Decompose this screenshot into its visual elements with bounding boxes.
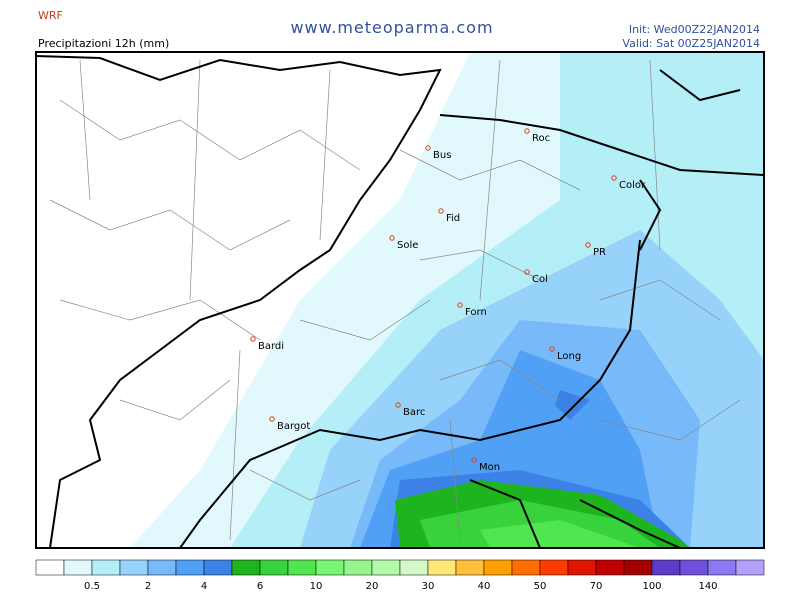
colorbar-label: 70 [590, 581, 603, 592]
colorbar-label: 0.5 [84, 581, 100, 592]
init: Init: Wed00Z22JAN2014 [629, 23, 760, 36]
place-label: Mon [479, 462, 500, 473]
colorbar-label: 10 [310, 581, 323, 592]
place-dot [425, 145, 431, 151]
colorbar-label: 50 [534, 581, 547, 592]
color-swatch [259, 559, 289, 576]
place-label: Bargot [277, 421, 310, 432]
color-swatch [539, 559, 569, 576]
place-dot [524, 269, 530, 275]
field: Precipitazioni 12h (mm) [38, 37, 169, 50]
color-swatch [623, 559, 653, 576]
colorbar-label: 100 [642, 581, 661, 592]
place-label: Barc [403, 407, 425, 418]
colorbar-label: 140 [698, 581, 717, 592]
color-swatch [511, 559, 541, 576]
color-swatch [91, 559, 121, 576]
color-swatch [315, 559, 345, 576]
color-swatch [679, 559, 709, 576]
place-label: Forn [465, 307, 487, 318]
place-dot [549, 346, 555, 352]
colorbar-label: 4 [201, 581, 207, 592]
place-dot [457, 302, 463, 308]
place-dot [395, 402, 401, 408]
place-label: Fid [446, 213, 460, 224]
place-label: Bardi [258, 341, 284, 352]
color-swatch [175, 559, 205, 576]
colorbar-label: 30 [422, 581, 435, 592]
color-swatch [203, 559, 233, 576]
place-label: Col [532, 274, 548, 285]
places: Roc Bus Color Fid PR Sole Col Forn Bardi Long Barc… [250, 128, 646, 473]
color-swatch [399, 559, 429, 576]
place-dot [524, 128, 530, 134]
place-dot [471, 457, 477, 463]
color-swatch [119, 559, 149, 576]
color-swatch [707, 559, 737, 576]
color-swatch [567, 559, 597, 576]
color-swatch [483, 559, 513, 576]
colorbar-label: 6 [257, 581, 263, 592]
colorbar-label: 40 [478, 581, 491, 592]
place-dot [585, 242, 591, 248]
color-swatch [231, 559, 261, 576]
place-dot [438, 208, 444, 214]
model: WRF [38, 9, 63, 22]
place-label: Bus [433, 150, 451, 161]
color-swatch [371, 559, 401, 576]
site: www.meteoparma.com [290, 18, 493, 37]
color-swatch [595, 559, 625, 576]
color-swatch [35, 559, 65, 576]
place-label: PR [593, 247, 606, 258]
color-swatch [651, 559, 681, 576]
place-dot [269, 416, 275, 422]
place-dot [389, 235, 395, 241]
color-swatch [147, 559, 177, 576]
colorbar-label: 2 [145, 581, 151, 592]
map [35, 51, 765, 549]
color-swatch [63, 559, 93, 576]
colorbar-label: 20 [366, 581, 379, 592]
color-swatch [427, 559, 457, 576]
color-swatch [735, 559, 765, 576]
place-label: Long [557, 351, 581, 362]
place-label: Color [619, 180, 646, 191]
color-swatch [287, 559, 317, 576]
color-swatch [343, 559, 373, 576]
valid: Valid: Sat 00Z25JAN2014 [622, 37, 760, 50]
place-label: Sole [397, 240, 418, 251]
color-swatch [455, 559, 485, 576]
place-label: Roc [532, 133, 550, 144]
place-dot [250, 336, 256, 342]
place-dot [611, 175, 617, 181]
colorbar: 0.5 2 4 6 10 20 30 40 50 70 100 140 [35, 559, 765, 592]
